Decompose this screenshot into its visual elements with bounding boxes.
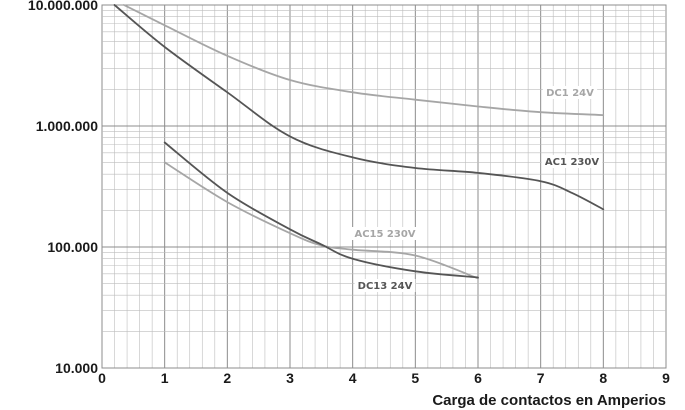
- series-lines: [113, 4, 605, 280]
- x-tick-label: 4: [349, 370, 357, 386]
- series-line-ac15-230v: [163, 161, 479, 280]
- x-tick-label: 8: [599, 370, 607, 386]
- x-tick-label: 6: [474, 370, 482, 386]
- x-tick-label: 3: [286, 370, 294, 386]
- y-tick-label: 1.000.000: [36, 118, 98, 134]
- series-line-dc13-24v: [163, 141, 479, 279]
- x-tick-label: 5: [411, 370, 419, 386]
- series-label-bg: [541, 155, 603, 168]
- series-label-dc13-24v: DC13 24V: [358, 281, 413, 292]
- y-tick-label: 100.000: [47, 239, 98, 255]
- series-labels: DC1 24V AC1 230V AC15 230V DC13 24V: [351, 86, 603, 292]
- plot-area: [101, 4, 667, 369]
- x-tick-label: 0: [98, 370, 106, 386]
- series-label-ac1-230v: AC1 230V: [545, 157, 599, 168]
- series-label-dc1-24v: DC1 24V: [546, 88, 594, 99]
- y-tick-label: 10.000: [55, 360, 98, 376]
- x-tick-label: 2: [223, 370, 231, 386]
- y-tick-labels: 10.000 100.000 1.000.000 10.000.000: [28, 0, 98, 376]
- series-line-ac1-230v: [113, 4, 605, 211]
- series-label-bg: [354, 279, 416, 292]
- series-line-dc1-24v: [123, 4, 605, 116]
- x-tick-label: 1: [161, 370, 169, 386]
- grid: [101, 4, 667, 369]
- series-label-bg: [542, 86, 598, 99]
- x-tick-label: 7: [537, 370, 545, 386]
- y-tick-label: 10.000.000: [28, 0, 98, 13]
- series-label-ac15-230v: AC15 230V: [354, 229, 415, 240]
- x-tick-labels: 0 1 2 3 4 5 6 7 8 9: [98, 370, 670, 386]
- series-label-bg: [351, 227, 419, 240]
- x-tick-label: 9: [662, 370, 670, 386]
- x-axis-label: Carga de contactos en Amperios: [432, 392, 666, 409]
